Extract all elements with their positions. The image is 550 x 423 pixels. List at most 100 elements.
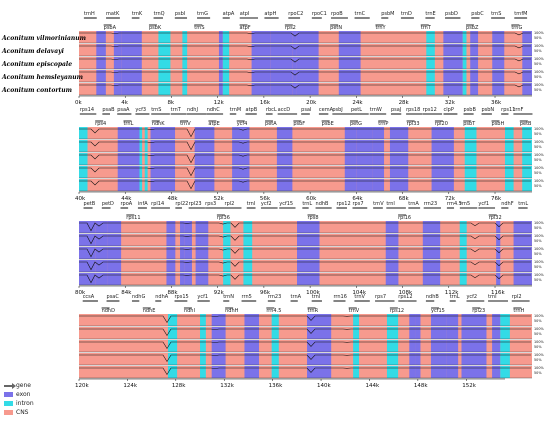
intron-block xyxy=(158,44,171,56)
gene-label: rps11 xyxy=(501,107,515,113)
gene-label: petB xyxy=(520,121,532,127)
conservation-curve xyxy=(79,128,531,138)
intron-block xyxy=(459,234,467,246)
gene-label: rps12 xyxy=(336,201,350,207)
exon-block xyxy=(492,327,501,339)
exon-block xyxy=(409,314,416,326)
exon-block xyxy=(307,327,332,339)
exon-block xyxy=(251,70,271,82)
exon-block xyxy=(95,247,108,259)
gene-label: psaB xyxy=(102,107,115,113)
intron-block xyxy=(500,353,510,365)
gene-label: trnL xyxy=(302,201,312,207)
conservation-curve xyxy=(79,222,531,232)
exon-block xyxy=(270,83,293,95)
pct-label-100: 100% xyxy=(534,127,544,131)
pct-label-100: 100% xyxy=(534,31,544,35)
tick-label: 144k xyxy=(365,383,379,389)
exon-block xyxy=(211,340,226,352)
intron-block xyxy=(139,153,143,165)
gene-label: ndhE xyxy=(143,308,156,314)
exon-block xyxy=(356,153,373,165)
exon-block xyxy=(496,247,501,259)
exon-block xyxy=(251,83,271,95)
exon-block xyxy=(443,44,463,56)
exon-block xyxy=(492,366,501,378)
exon-block xyxy=(492,31,505,43)
pct-label-50: 50% xyxy=(534,171,542,175)
gene-label: rps15 xyxy=(175,294,189,300)
exon-block xyxy=(531,273,532,285)
exon-block xyxy=(232,153,250,165)
exon-block xyxy=(415,327,421,339)
pct-label-50: 50% xyxy=(534,36,542,40)
gene-label: psaC xyxy=(107,294,120,300)
exon-block xyxy=(150,127,176,139)
exon-block xyxy=(446,340,459,352)
tick-label: 40k xyxy=(75,196,86,202)
intron-block xyxy=(158,83,171,95)
intron-block xyxy=(464,166,477,178)
exon-block xyxy=(389,166,409,178)
tick-label: 68k xyxy=(399,196,410,202)
intron-block xyxy=(158,31,171,43)
gene-label: ndhB xyxy=(316,201,330,207)
intron-block xyxy=(459,247,467,259)
exon-block xyxy=(522,57,532,69)
tick-label: 44k xyxy=(121,196,132,202)
gene-label: rrn4.5 xyxy=(266,308,281,314)
exon-block xyxy=(96,44,106,56)
tick-label: 152k xyxy=(462,383,476,389)
conservation-curve xyxy=(79,367,531,376)
exon-block xyxy=(415,353,421,365)
exon-block xyxy=(218,83,223,95)
exon-block xyxy=(296,44,319,56)
gene-label: trnM xyxy=(230,107,241,113)
tick-label: 108k xyxy=(399,290,413,296)
exon-block xyxy=(270,44,293,56)
exon-block xyxy=(297,234,320,246)
intron-block xyxy=(223,273,231,285)
exon-block xyxy=(461,366,487,378)
exon-block xyxy=(113,31,122,43)
exon-block xyxy=(117,166,140,178)
gene-label: atpA xyxy=(223,11,235,17)
gene-label: ndhI xyxy=(184,308,195,314)
gene-label: trnV xyxy=(354,294,365,300)
gene-label: petG xyxy=(350,121,362,127)
exon-block xyxy=(218,70,223,82)
intron-block xyxy=(167,314,178,326)
gene-label: atpE xyxy=(208,121,219,127)
gene-label: trnI xyxy=(247,201,256,207)
intron-block xyxy=(79,140,88,152)
pct-label-100: 100% xyxy=(534,340,544,344)
exon-block xyxy=(244,314,260,326)
exon-block xyxy=(307,340,332,352)
conservation-curve xyxy=(79,58,531,63)
conservation-curve xyxy=(79,141,531,151)
intron-block xyxy=(522,179,532,191)
intron-block xyxy=(353,353,360,365)
gene-label: psbA xyxy=(104,25,117,31)
exon-block xyxy=(409,327,416,339)
intron-block xyxy=(271,353,279,365)
gene-label: ycf3 xyxy=(135,107,146,113)
exon-block xyxy=(344,153,357,165)
exon-block xyxy=(251,57,271,69)
exon-block xyxy=(338,31,361,43)
exon-block xyxy=(121,83,142,95)
pct-label-100: 100% xyxy=(534,353,544,357)
exon-block xyxy=(150,140,176,152)
exon-block xyxy=(107,221,122,233)
gene-label: trnN xyxy=(223,294,234,300)
pct-label-50: 50% xyxy=(534,184,542,188)
gene-label: rpl20 xyxy=(435,121,448,127)
exon-block xyxy=(194,166,215,178)
intron-block xyxy=(271,314,279,326)
exon-block xyxy=(232,127,250,139)
intron-block xyxy=(504,179,514,191)
gene-label: trnL xyxy=(518,201,528,207)
gene-label: trnV xyxy=(349,308,360,314)
intron-block xyxy=(200,327,206,339)
exon-block xyxy=(194,127,215,139)
